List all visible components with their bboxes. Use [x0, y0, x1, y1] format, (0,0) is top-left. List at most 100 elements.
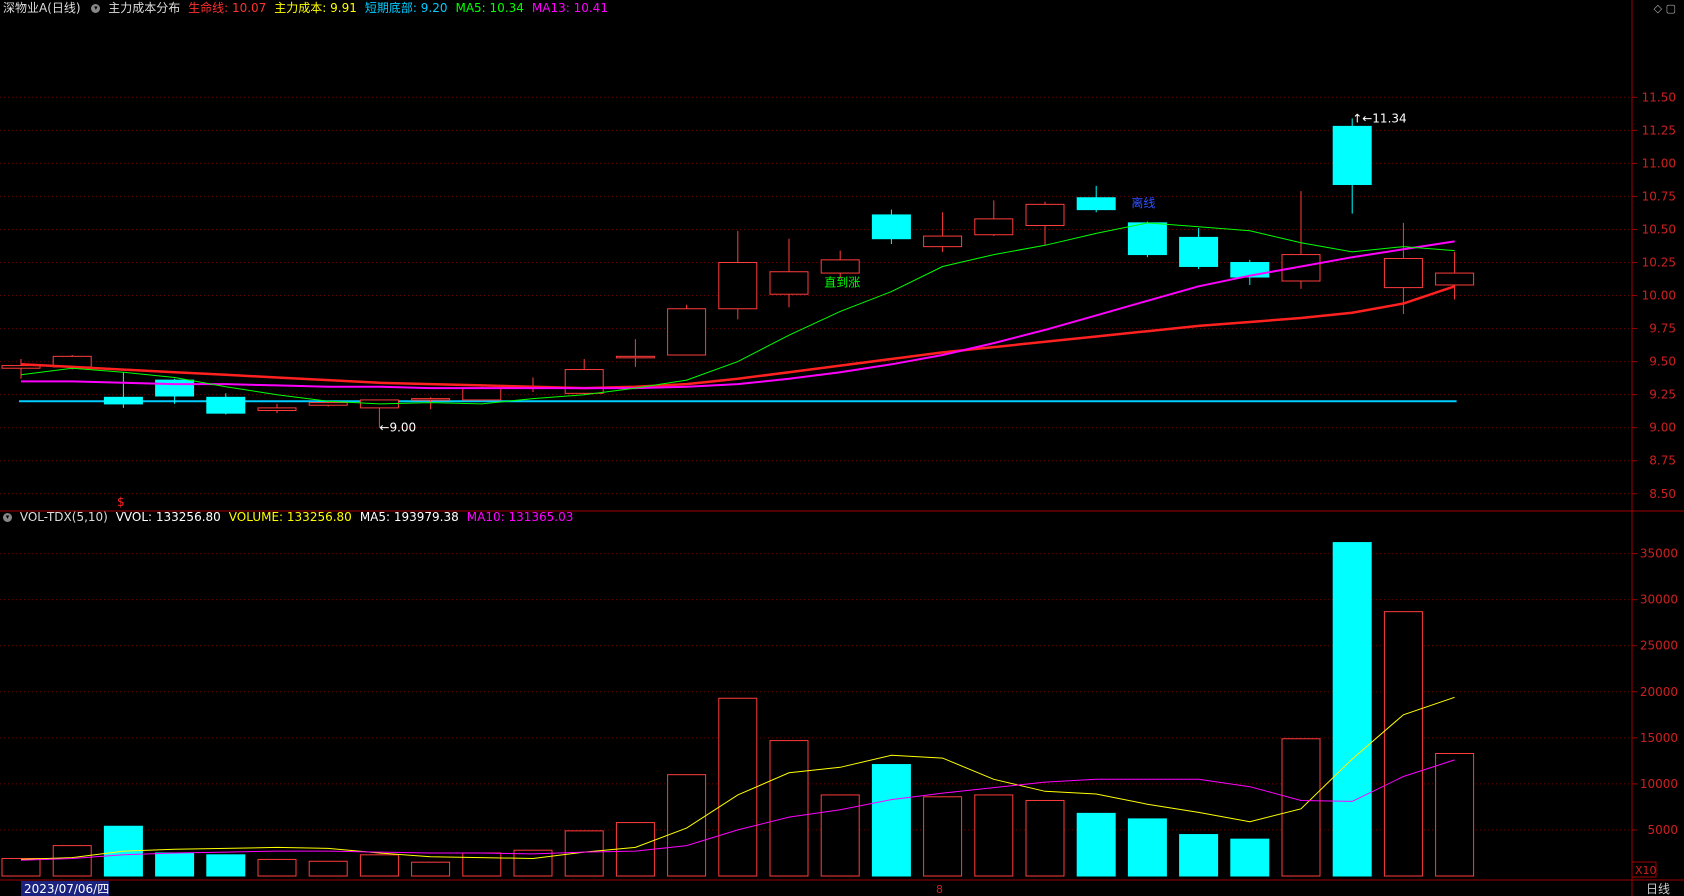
price-tick-label: 10.00 — [1642, 289, 1676, 303]
vol-ma5-line — [20, 696, 1455, 860]
volume-tick-label: 15000 — [1640, 731, 1678, 745]
vol-unit-label: X10 — [1635, 864, 1657, 877]
indicator-dropdown-icon[interactable]: ▾ — [91, 4, 101, 13]
candle-body — [1281, 254, 1321, 282]
price-annotation: ←9.00 — [379, 421, 416, 435]
volume-tick-label: 25000 — [1640, 639, 1678, 653]
vol-dropdown-icon[interactable]: ▾ — [3, 513, 12, 522]
volume-bar — [411, 861, 451, 877]
price-annotation: 直到涨 — [824, 274, 860, 289]
volume-tick-label: 35000 — [1640, 547, 1678, 561]
volume-bar — [871, 764, 911, 877]
volume-bar — [1435, 753, 1475, 877]
candle-body — [974, 218, 1014, 236]
volume-bar — [1127, 818, 1167, 877]
volume-bar — [1, 858, 41, 877]
volume-bar — [718, 697, 758, 877]
volume-bar — [667, 774, 707, 877]
month-mark: 8 — [936, 883, 943, 896]
candle-body — [769, 271, 809, 295]
top-right-controls: ◇ ▢ — [1654, 2, 1676, 15]
candle-body — [667, 308, 707, 356]
volume-tick-label: 5000 — [1647, 823, 1678, 837]
candle-body — [308, 402, 348, 406]
vol-header-item-0: VVOL: 133256.80 — [115, 510, 221, 524]
price-tick-label: 8.50 — [1649, 487, 1676, 501]
price-annotation: ↑←11.34 — [1352, 111, 1406, 125]
candle-body — [257, 407, 297, 412]
stock-name: 深物业A(日线) — [3, 1, 81, 15]
candle-body — [718, 262, 758, 310]
volume-tick-label: 20000 — [1640, 685, 1678, 699]
price-header: 深物业A(日线) ▾ 主力成本分布 生命线: 10.07 主力成本: 9.91 短期… — [3, 0, 620, 16]
diamond-icon[interactable]: ◇ — [1653, 2, 1663, 15]
volume-bar — [155, 852, 195, 877]
candle-body — [1, 365, 41, 369]
price-annotation: 离线 — [1131, 195, 1155, 210]
volume-bar — [1179, 834, 1219, 877]
price-tick-label: 9.00 — [1649, 421, 1676, 435]
price-tick-label: 10.25 — [1642, 256, 1676, 270]
header-item-4: MA13: 10.41 — [531, 1, 608, 15]
volume-bar — [359, 854, 399, 877]
candle-body — [1076, 197, 1116, 211]
volume-bar — [1076, 812, 1116, 877]
volume-tick-label: 30000 — [1640, 593, 1678, 607]
volume-bar — [308, 860, 348, 877]
volume-bar — [1332, 542, 1372, 877]
vol-unit-box — [1631, 861, 1657, 878]
candle-body — [1332, 125, 1372, 186]
volume-bar — [923, 796, 963, 877]
ma13-line — [21, 240, 1455, 390]
volume-header: ▾ VOL-TDX(5,10) VVOL: 133256.80 VOLUME: 1… — [3, 509, 585, 525]
candle-body — [155, 379, 195, 397]
price-tick-label: 9.75 — [1649, 322, 1676, 336]
volume-bar — [513, 849, 553, 877]
price-tick-label: 8.75 — [1649, 454, 1676, 468]
volume-bar — [1025, 799, 1065, 877]
volume-bar — [769, 740, 809, 877]
indicator-name[interactable]: 主力成本分布 — [108, 1, 181, 15]
candle-body — [923, 235, 963, 248]
volume-bar — [52, 845, 92, 877]
price-tick-label: 10.50 — [1642, 222, 1676, 236]
header-item-2: 短期底部: 9.20 — [364, 1, 448, 15]
vol-header-item-2: MA5: 193979.38 — [359, 510, 459, 524]
period-label: 日线 — [1646, 882, 1670, 896]
candle-body — [1127, 222, 1167, 256]
candle-body — [564, 369, 604, 394]
date-label: 2023/07/06/四 — [24, 882, 109, 896]
candle-body — [1025, 203, 1065, 226]
date-label-bg — [21, 881, 109, 896]
candle-body — [615, 355, 655, 359]
window-icon[interactable]: ▢ — [1665, 2, 1676, 15]
vol-header-item-1: VOLUME: 133256.80 — [228, 510, 352, 524]
candle-body — [411, 398, 451, 401]
volume-bar — [257, 858, 297, 877]
price-tick-label: 11.25 — [1642, 123, 1676, 137]
price-tick-label: 11.50 — [1642, 90, 1676, 104]
volume-bar — [1383, 611, 1423, 877]
price-tick-label: 11.00 — [1642, 156, 1676, 170]
volume-bar — [1230, 838, 1270, 877]
candle-body — [871, 214, 911, 240]
candle-body — [1435, 272, 1475, 286]
volume-bar — [206, 854, 246, 877]
price-tick-label: 9.50 — [1649, 355, 1676, 369]
vol-indicator-name[interactable]: VOL-TDX(5,10) — [19, 510, 108, 524]
ma5-line — [20, 222, 1455, 405]
vol-ma10-line — [20, 759, 1455, 861]
candle-body — [206, 396, 246, 414]
candle-body — [1179, 236, 1219, 267]
volume-bar — [820, 794, 860, 877]
price-tick-label: 10.75 — [1642, 189, 1676, 203]
lifeline-line — [20, 285, 1455, 390]
vol-header-item-3: MA10: 131365.03 — [466, 510, 574, 524]
candle-body — [462, 387, 502, 401]
volume-bar — [974, 794, 1014, 877]
candle-body — [1383, 258, 1423, 289]
candle-body — [103, 396, 143, 405]
volume-bar — [1281, 738, 1321, 877]
candle-body — [820, 259, 860, 274]
